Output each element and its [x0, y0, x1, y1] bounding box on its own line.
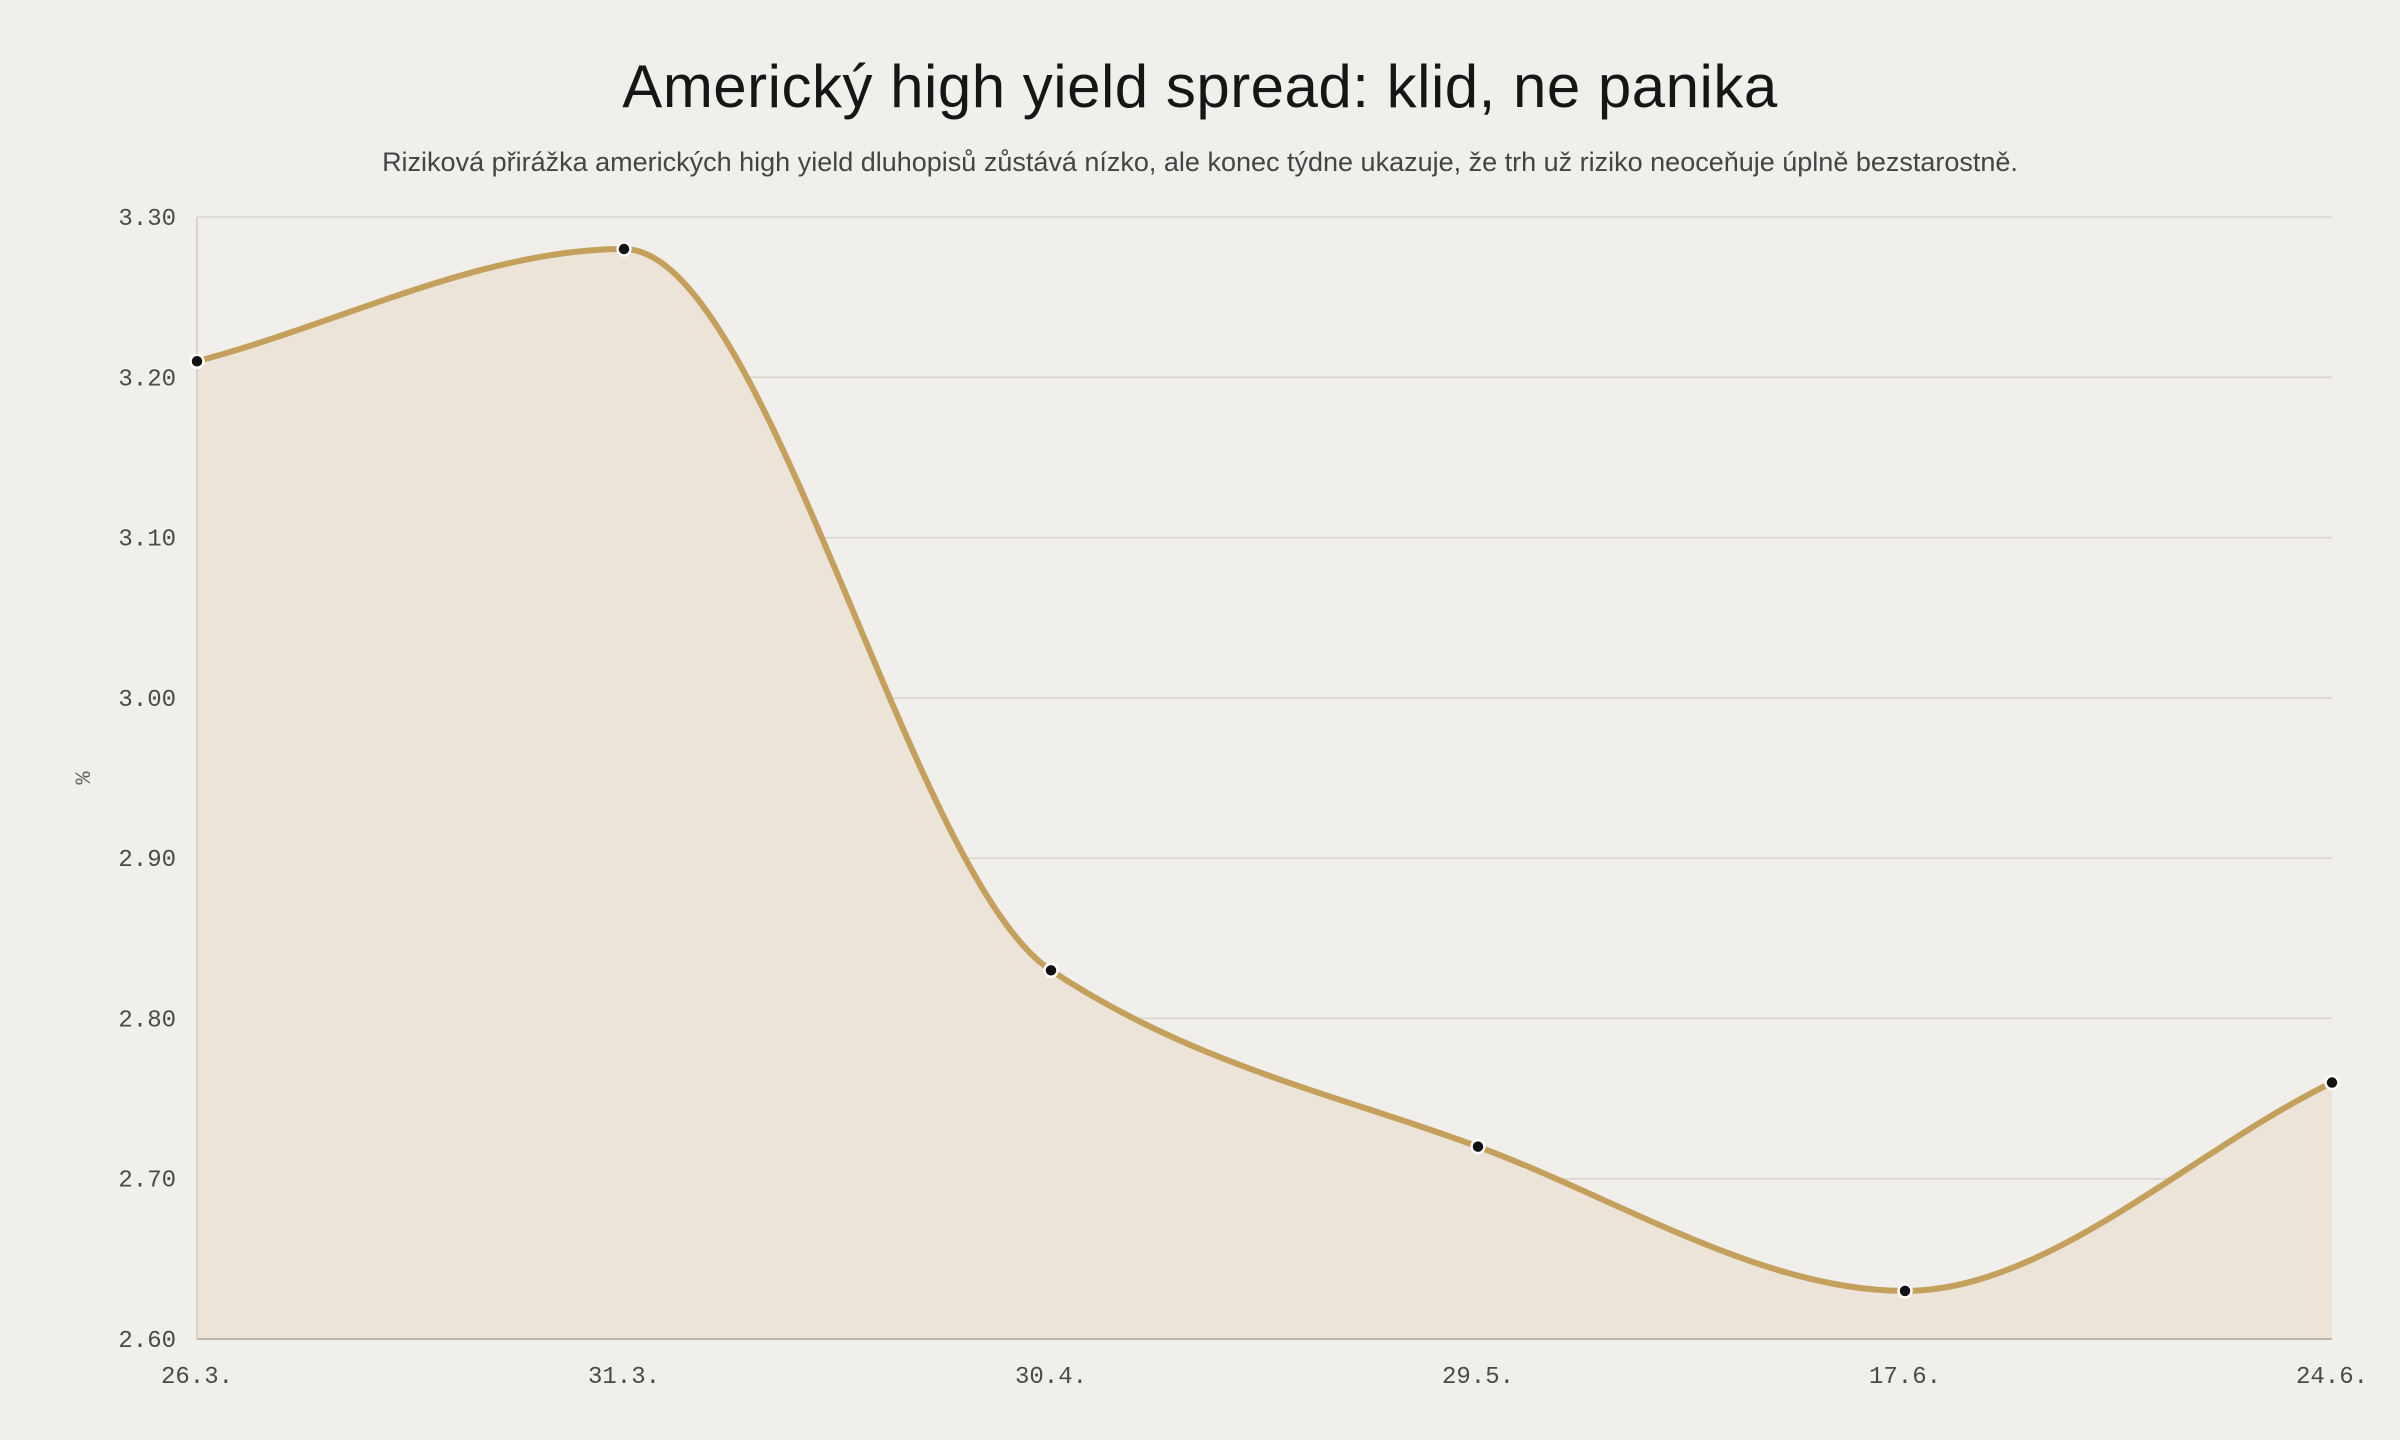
y-tick-label: 2.90 — [118, 847, 176, 874]
data-point — [2324, 1074, 2340, 1091]
data-point — [616, 241, 632, 257]
y-axis-label: % — [72, 771, 97, 785]
y-tick-label: 3.30 — [118, 206, 176, 233]
y-tick-label: 3.00 — [118, 687, 176, 714]
data-point — [189, 353, 205, 370]
x-tick-labels: 26.3. 31.3. 30.4. 29.5. 17.6. 24.6. — [161, 1364, 2368, 1391]
y-tick-labels: 2.60 2.70 2.80 2.90 3.00 3.10 3.20 3.30 — [118, 206, 176, 1355]
data-point — [1897, 1283, 1913, 1299]
y-tick-label: 2.70 — [118, 1168, 176, 1195]
chart-subtitle: Riziková přirážka amerických high yield … — [382, 147, 2018, 177]
data-markers — [189, 241, 2340, 1299]
series-line — [196, 246, 2334, 1294]
y-tick-label: 2.80 — [118, 1007, 176, 1034]
y-tick-label: 3.20 — [118, 366, 176, 393]
y-tick-label: 3.10 — [118, 527, 176, 554]
chart-title: Americký high yield spread: klid, ne pan… — [622, 53, 1778, 120]
x-tick-label: 29.5. — [1442, 1364, 1514, 1391]
x-tick-label: 30.4. — [1015, 1364, 1087, 1391]
x-tick-label: 17.6. — [1869, 1364, 1941, 1391]
data-point — [1470, 1138, 1486, 1155]
series-area-fill — [197, 249, 2332, 1340]
x-tick-label: 26.3. — [161, 1364, 233, 1391]
x-tick-label: 31.3. — [588, 1364, 660, 1391]
x-tick-label: 24.6. — [2296, 1364, 2368, 1391]
y-tick-label: 2.60 — [118, 1328, 176, 1355]
data-point — [1043, 962, 1059, 979]
